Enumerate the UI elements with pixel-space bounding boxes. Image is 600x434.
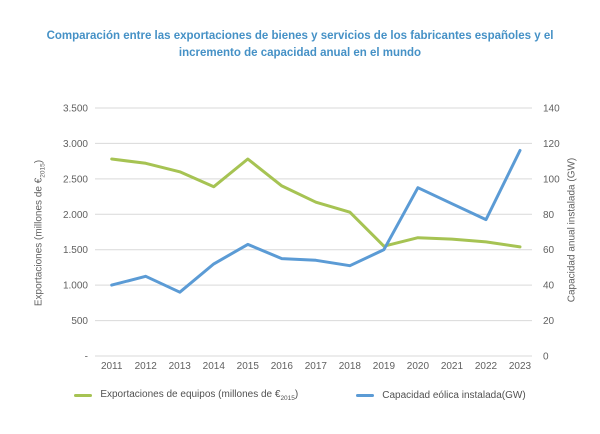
x-axis-tick: 2023	[509, 361, 532, 372]
y-axis-tick-right: 40	[543, 281, 555, 292]
x-axis-tick: 2022	[475, 361, 498, 372]
x-axis-tick: 2021	[441, 361, 464, 372]
x-axis-tick: 2013	[169, 361, 192, 372]
legend-label-exportaciones-close: )	[294, 389, 299, 400]
x-axis-tick: 2019	[373, 361, 396, 372]
y-axis-tick-right: 60	[543, 245, 555, 256]
x-axis-tick: 2011	[101, 361, 123, 372]
y-axis-tick-left: 1.000	[63, 281, 88, 292]
y-axis-tick-left: 1.500	[63, 245, 88, 256]
legend-swatch-exportaciones	[74, 394, 93, 397]
legend-label-exportaciones-text: Exportaciones de equipos (millones de €	[100, 389, 281, 400]
y-axis-tick-left: -	[85, 352, 88, 363]
chart-legend: Exportaciones de equipos (millones de €2…	[0, 389, 600, 402]
y-axis-tick-right: 20	[543, 316, 555, 327]
x-axis-tick: 2018	[339, 361, 362, 372]
series-line-exportaciones	[110, 157, 522, 249]
y-axis-tick-left: 2.000	[63, 210, 88, 221]
legend-swatch-capacidad	[356, 394, 375, 397]
series-line-capacidad	[110, 149, 522, 294]
x-axis-tick: 2012	[135, 361, 158, 372]
x-axis-tick: 2020	[407, 361, 430, 372]
y-axis-tick-right: 0	[543, 352, 549, 363]
x-axis-tick: 2015	[237, 361, 260, 372]
y-axis-tick-left: 2.500	[63, 174, 88, 185]
x-axis-tick: 2017	[305, 361, 328, 372]
x-axis-tick: 2016	[271, 361, 294, 372]
legend-item-capacidad: Capacidad eólica instalada(GW)	[356, 390, 526, 401]
legend-label-exportaciones: Exportaciones de equipos (millones de €2…	[100, 389, 298, 402]
chart-title: Comparación entre las exportaciones de b…	[46, 30, 554, 60]
y-axis-tick-left: 500	[71, 316, 88, 327]
legend-label-exportaciones-subscript: 2015	[280, 395, 295, 402]
x-axis-tick: 2014	[203, 361, 226, 372]
y-axis-tick-left: 3.500	[63, 104, 88, 115]
y-axis-tick-right: 140	[543, 104, 560, 115]
y-axis-tick-right: 80	[543, 210, 555, 221]
y-axis-tick-right: 100	[543, 174, 560, 185]
legend-label-capacidad: Capacidad eólica instalada(GW)	[382, 390, 526, 401]
y-axis-tick-right: 120	[543, 139, 560, 150]
legend-item-exportaciones: Exportaciones de equipos (millones de €2…	[74, 389, 298, 402]
y-axis-tick-left: 3.000	[63, 139, 88, 150]
